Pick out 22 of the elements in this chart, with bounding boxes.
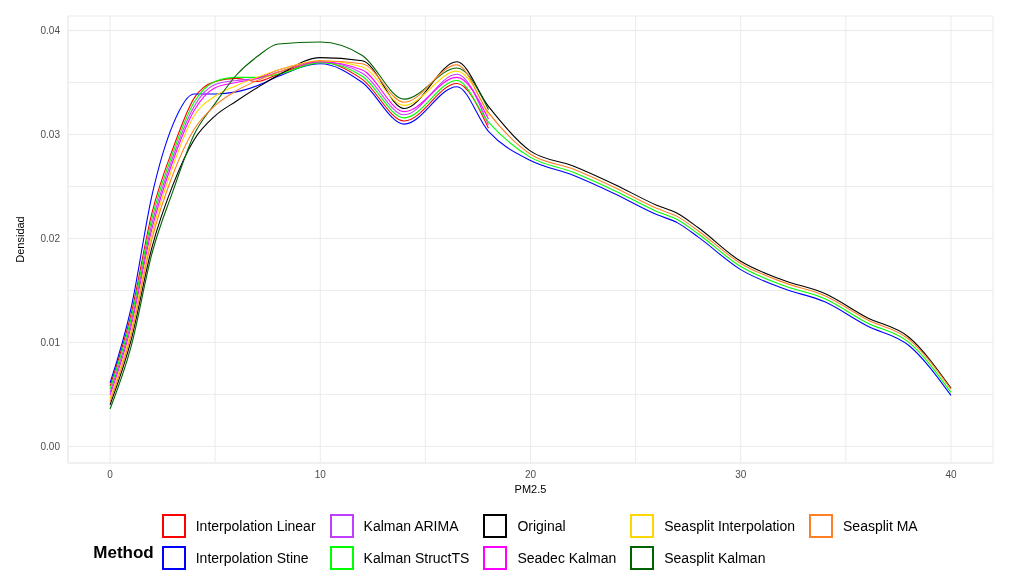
legend-label: Kalman ARIMA — [363, 518, 459, 534]
legend-label: Kalman StructTS — [363, 550, 470, 566]
y-tick-label: 0.01 — [40, 336, 61, 348]
y-tick-label: 0.03 — [40, 129, 61, 141]
legend-label: Seasplit Kalman — [664, 550, 766, 566]
legend-label: Seasplit MA — [843, 518, 918, 534]
y-axis-title: Densidad — [13, 216, 26, 263]
x-tick-label: 10 — [314, 469, 327, 481]
legend-label: Original — [517, 518, 566, 534]
legend-label: Interpolation Linear — [195, 518, 316, 534]
x-tick-label: 0 — [107, 469, 114, 481]
y-tick-label: 0.00 — [40, 440, 61, 452]
legend-label: Seadec Kalman — [517, 550, 617, 566]
y-tick-label: 0.04 — [40, 25, 61, 37]
legend-label: Seasplit Interpolation — [664, 518, 796, 534]
y-tick-label: 0.02 — [40, 233, 61, 245]
legend-label: Interpolation Stine — [195, 550, 309, 566]
legend-title: Method — [93, 543, 154, 563]
x-tick-label: 30 — [735, 469, 747, 481]
x-axis-title: PM2.5 — [514, 483, 547, 495]
x-tick-label: 40 — [945, 469, 957, 481]
x-tick-label: 20 — [524, 469, 537, 481]
